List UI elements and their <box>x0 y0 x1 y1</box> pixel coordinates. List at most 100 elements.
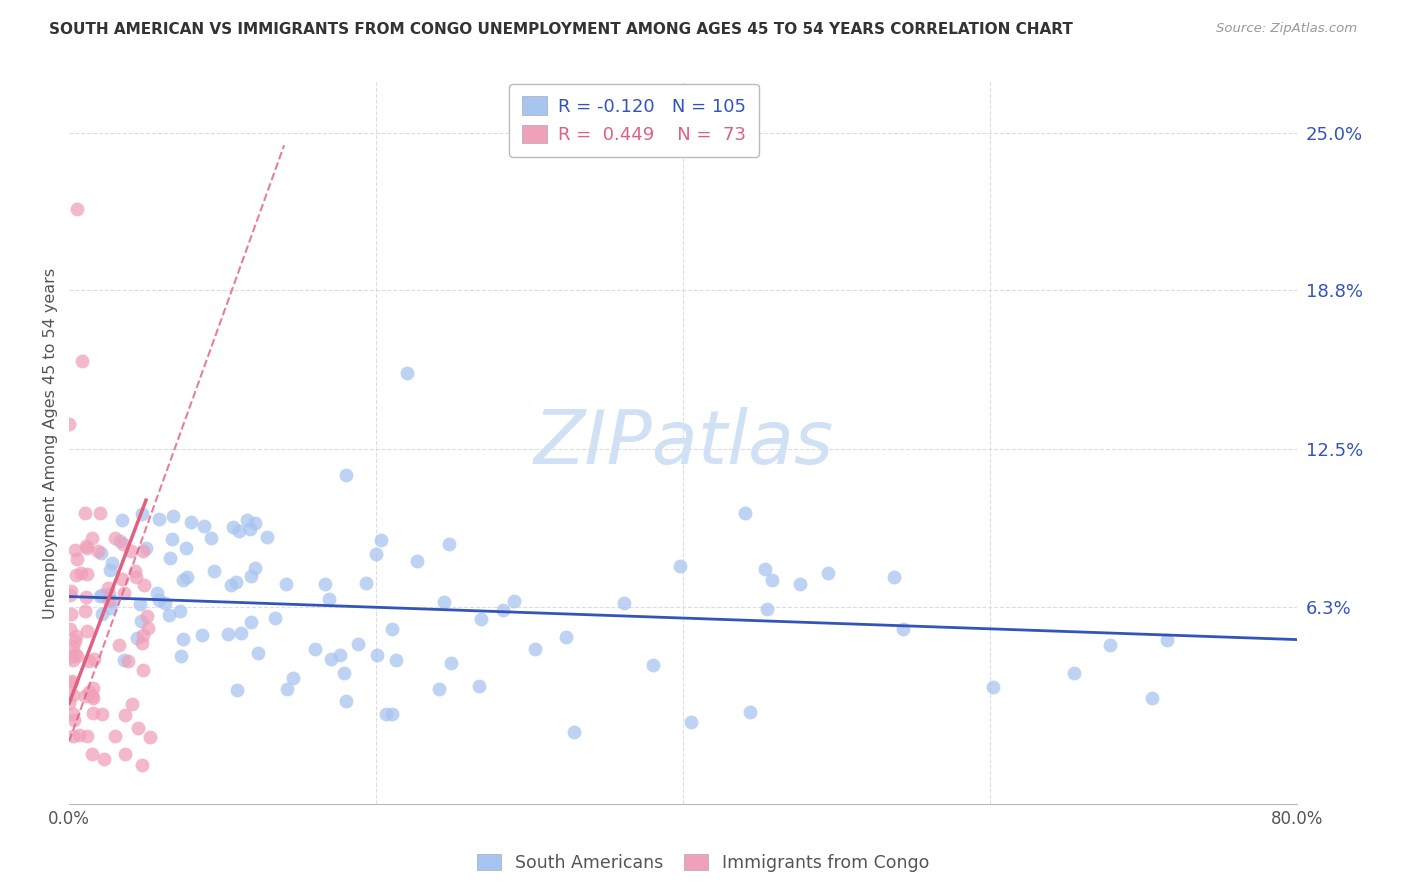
Point <box>157 608 180 623</box>
Point <box>132 628 155 642</box>
Point <box>60 607 83 621</box>
Point <box>219 577 242 591</box>
Point <box>385 653 408 667</box>
Point <box>91 607 114 621</box>
Point <box>121 697 143 711</box>
Point <box>63 542 86 557</box>
Point <box>370 533 392 548</box>
Point <box>120 544 142 558</box>
Point <box>817 566 839 580</box>
Point <box>132 544 155 558</box>
Point <box>58 697 80 711</box>
Point <box>117 654 139 668</box>
Point <box>136 609 159 624</box>
Point <box>761 574 783 588</box>
Point <box>87 543 110 558</box>
Point <box>366 547 388 561</box>
Point <box>100 563 122 577</box>
Point <box>97 581 120 595</box>
Point <box>1156 632 1178 647</box>
Point <box>77 654 100 668</box>
Point <box>114 708 136 723</box>
Legend: R = -0.120   N = 105, R =  0.449    N =  73: R = -0.120 N = 105, R = 0.449 N = 73 <box>509 84 759 157</box>
Point <box>202 565 225 579</box>
Point <box>104 729 127 743</box>
Point <box>65 648 87 662</box>
Point <box>60 674 83 689</box>
Point <box>129 597 152 611</box>
Point <box>59 588 82 602</box>
Point <box>239 522 262 536</box>
Point <box>754 562 776 576</box>
Point <box>492 602 515 616</box>
Point <box>82 690 104 705</box>
Point <box>169 604 191 618</box>
Point <box>169 648 191 663</box>
Point <box>62 688 84 702</box>
Point <box>127 631 149 645</box>
Point <box>335 693 357 707</box>
Point <box>502 594 524 608</box>
Point <box>124 564 146 578</box>
Point <box>89 506 111 520</box>
Point <box>883 570 905 584</box>
Point <box>59 623 82 637</box>
Point <box>125 570 148 584</box>
Point <box>131 757 153 772</box>
Point <box>329 648 352 662</box>
Point <box>62 640 84 654</box>
Point <box>65 568 87 582</box>
Point <box>981 680 1004 694</box>
Point <box>145 586 167 600</box>
Point <box>159 551 181 566</box>
Point <box>76 730 98 744</box>
Point <box>264 611 287 625</box>
Point <box>318 591 340 606</box>
Point <box>564 725 586 739</box>
Point <box>314 577 336 591</box>
Point <box>63 634 86 648</box>
Point <box>58 417 80 431</box>
Point <box>148 511 170 525</box>
Point <box>437 537 460 551</box>
Point <box>200 531 222 545</box>
Text: ZIPatlas: ZIPatlas <box>533 407 834 479</box>
Point <box>132 664 155 678</box>
Point <box>75 590 97 604</box>
Point <box>70 566 93 580</box>
Point <box>319 652 342 666</box>
Point <box>381 706 404 721</box>
Point <box>97 587 120 601</box>
Point <box>613 597 636 611</box>
Point <box>76 624 98 639</box>
Point <box>381 622 404 636</box>
Point <box>406 554 429 568</box>
Point <box>222 520 245 534</box>
Point <box>135 541 157 556</box>
Point <box>347 637 370 651</box>
Point <box>104 531 127 545</box>
Point <box>281 671 304 685</box>
Point <box>148 593 170 607</box>
Point <box>643 657 665 672</box>
Point <box>97 593 120 607</box>
Point <box>193 519 215 533</box>
Y-axis label: Unemployment Among Ages 45 to 54 years: Unemployment Among Ages 45 to 54 years <box>44 268 58 619</box>
Point <box>162 533 184 547</box>
Point <box>172 632 194 646</box>
Point <box>132 577 155 591</box>
Point <box>243 516 266 531</box>
Point <box>217 626 239 640</box>
Point <box>172 574 194 588</box>
Point <box>176 570 198 584</box>
Point <box>274 577 297 591</box>
Point <box>226 682 249 697</box>
Point <box>111 572 134 586</box>
Point <box>245 561 267 575</box>
Point <box>174 541 197 556</box>
Point <box>82 706 104 720</box>
Point <box>98 601 121 615</box>
Point <box>89 590 111 604</box>
Point <box>555 630 578 644</box>
Point <box>67 728 90 742</box>
